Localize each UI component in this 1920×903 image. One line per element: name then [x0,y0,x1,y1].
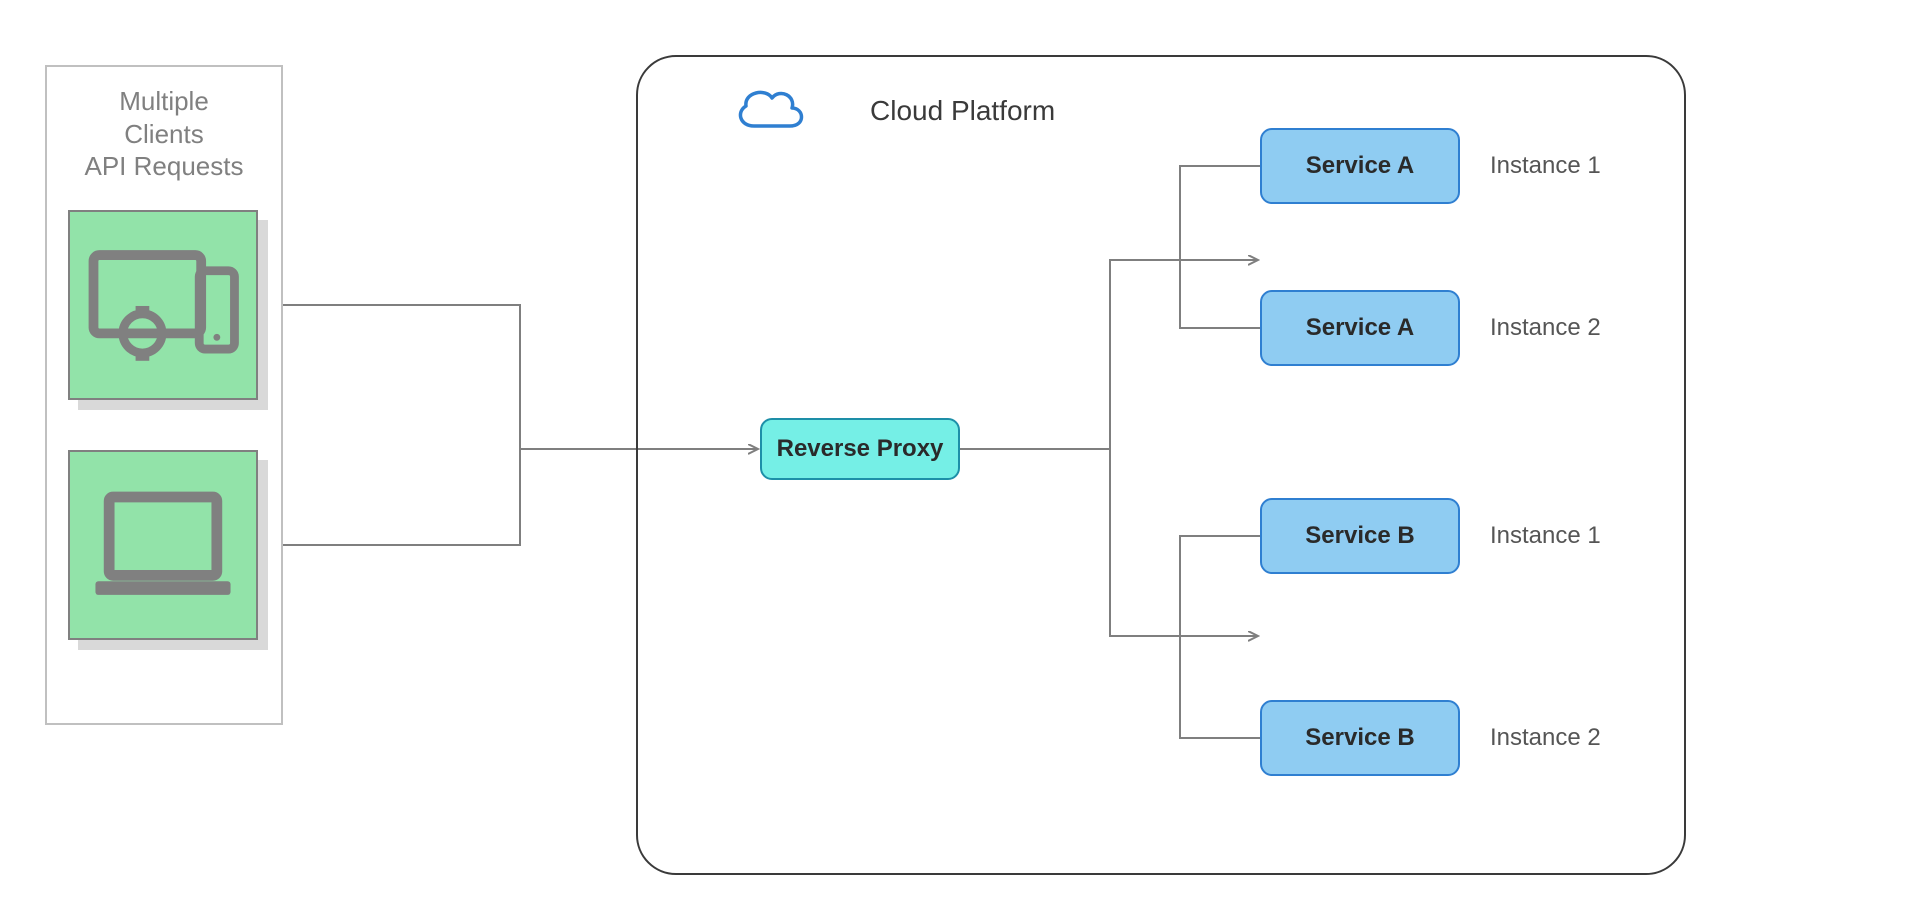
service-a-instance-2-node: Service A [1260,290,1460,366]
instance-label-b2: Instance 2 [1490,724,1601,752]
instance-label-b1: Instance 1 [1490,522,1601,550]
cloud-icon [730,82,810,138]
instance-label-a2: Instance 2 [1490,314,1601,342]
laptop-icon [70,452,256,638]
service-b-instance-1-node: Service B [1260,498,1460,574]
cloud-platform-title: Cloud Platform [870,95,1055,127]
reverse-proxy-node: Reverse Proxy [760,418,960,480]
service-a-instance-1-node: Service A [1260,128,1460,204]
multi-device-icon [70,212,256,398]
client-tile-2 [68,450,258,640]
instance-label-a1: Instance 1 [1490,152,1601,180]
service-b-instance-2-node: Service B [1260,700,1460,776]
client-tile-1 [68,210,258,400]
clients-header: MultipleClientsAPI Requests [47,85,281,183]
